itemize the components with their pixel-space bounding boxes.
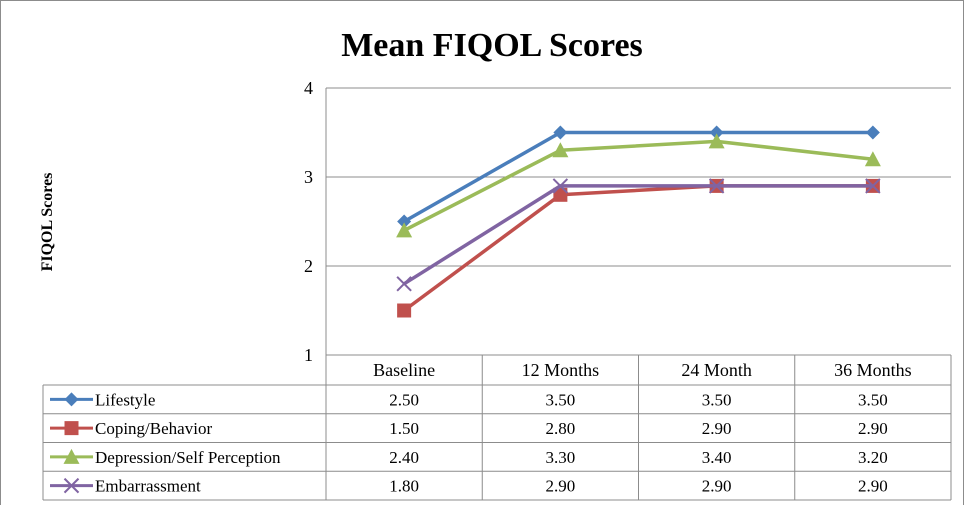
data-value-label: 3.50 [858,390,888,409]
data-value-label: 3.20 [858,448,888,467]
diamond-marker [64,392,79,407]
triangle-marker [396,222,413,238]
x-marker [63,477,80,494]
y-tick-label: 3 [304,167,313,187]
data-value-label: 1.50 [389,419,419,438]
data-value-label: 1.80 [389,477,419,496]
legend-label: Embarrassment [95,477,201,496]
series-line [403,130,873,224]
y-tick-label: 1 [304,345,313,365]
square-marker [553,187,568,202]
square-marker [64,421,79,436]
triangle-marker [864,151,881,167]
x-marker [552,178,569,194]
data-value-label: 2.50 [389,390,419,409]
series-line [403,139,874,232]
series-line [403,184,873,286]
data-value-label: 3.50 [702,390,732,409]
legend-label: Lifestyle [95,390,155,409]
x-category-label: 24 Month [681,360,752,380]
y-axis-label: FIQOL Scores [39,173,56,272]
data-value-label: 2.90 [546,477,576,496]
x-marker [865,178,881,194]
data-value-label: 3.40 [702,448,732,467]
data-value-label: 2.80 [546,419,576,438]
data-value-label: 2.90 [702,419,732,438]
data-value-label: 2.40 [389,448,419,467]
data-value-label: 2.90 [702,477,732,496]
x-marker [708,178,725,194]
x-category-label: 12 Months [522,360,600,380]
data-value-label: 2.90 [858,477,888,496]
diamond-marker [709,125,724,140]
triangle-marker [708,133,725,149]
y-tick-label: 4 [304,78,313,98]
legend-label: Depression/Self Perception [95,448,281,467]
plot-area: 1 2 3 4 [304,78,951,365]
triangle-marker [552,142,569,158]
data-value-label: 3.30 [546,448,576,467]
data-table: Baseline 12 Months 24 Month 36 Months Lifest… [42,354,952,501]
triangle-marker [63,448,80,464]
y-tick-label: 2 [304,256,313,276]
x-category-label: 36 Months [834,360,912,380]
data-value-label: 3.50 [546,390,576,409]
diamond-marker [397,214,412,229]
x-marker [396,276,412,292]
diamond-marker [553,125,568,140]
diamond-marker [865,125,880,140]
data-value-label: 2.90 [858,419,888,438]
x-category-label: Baseline [373,360,435,380]
legend-label: Coping/Behavior [95,419,212,438]
series-line [403,184,873,312]
chart-title: Mean FIQOL Scores [341,27,643,64]
square-marker [397,303,412,318]
